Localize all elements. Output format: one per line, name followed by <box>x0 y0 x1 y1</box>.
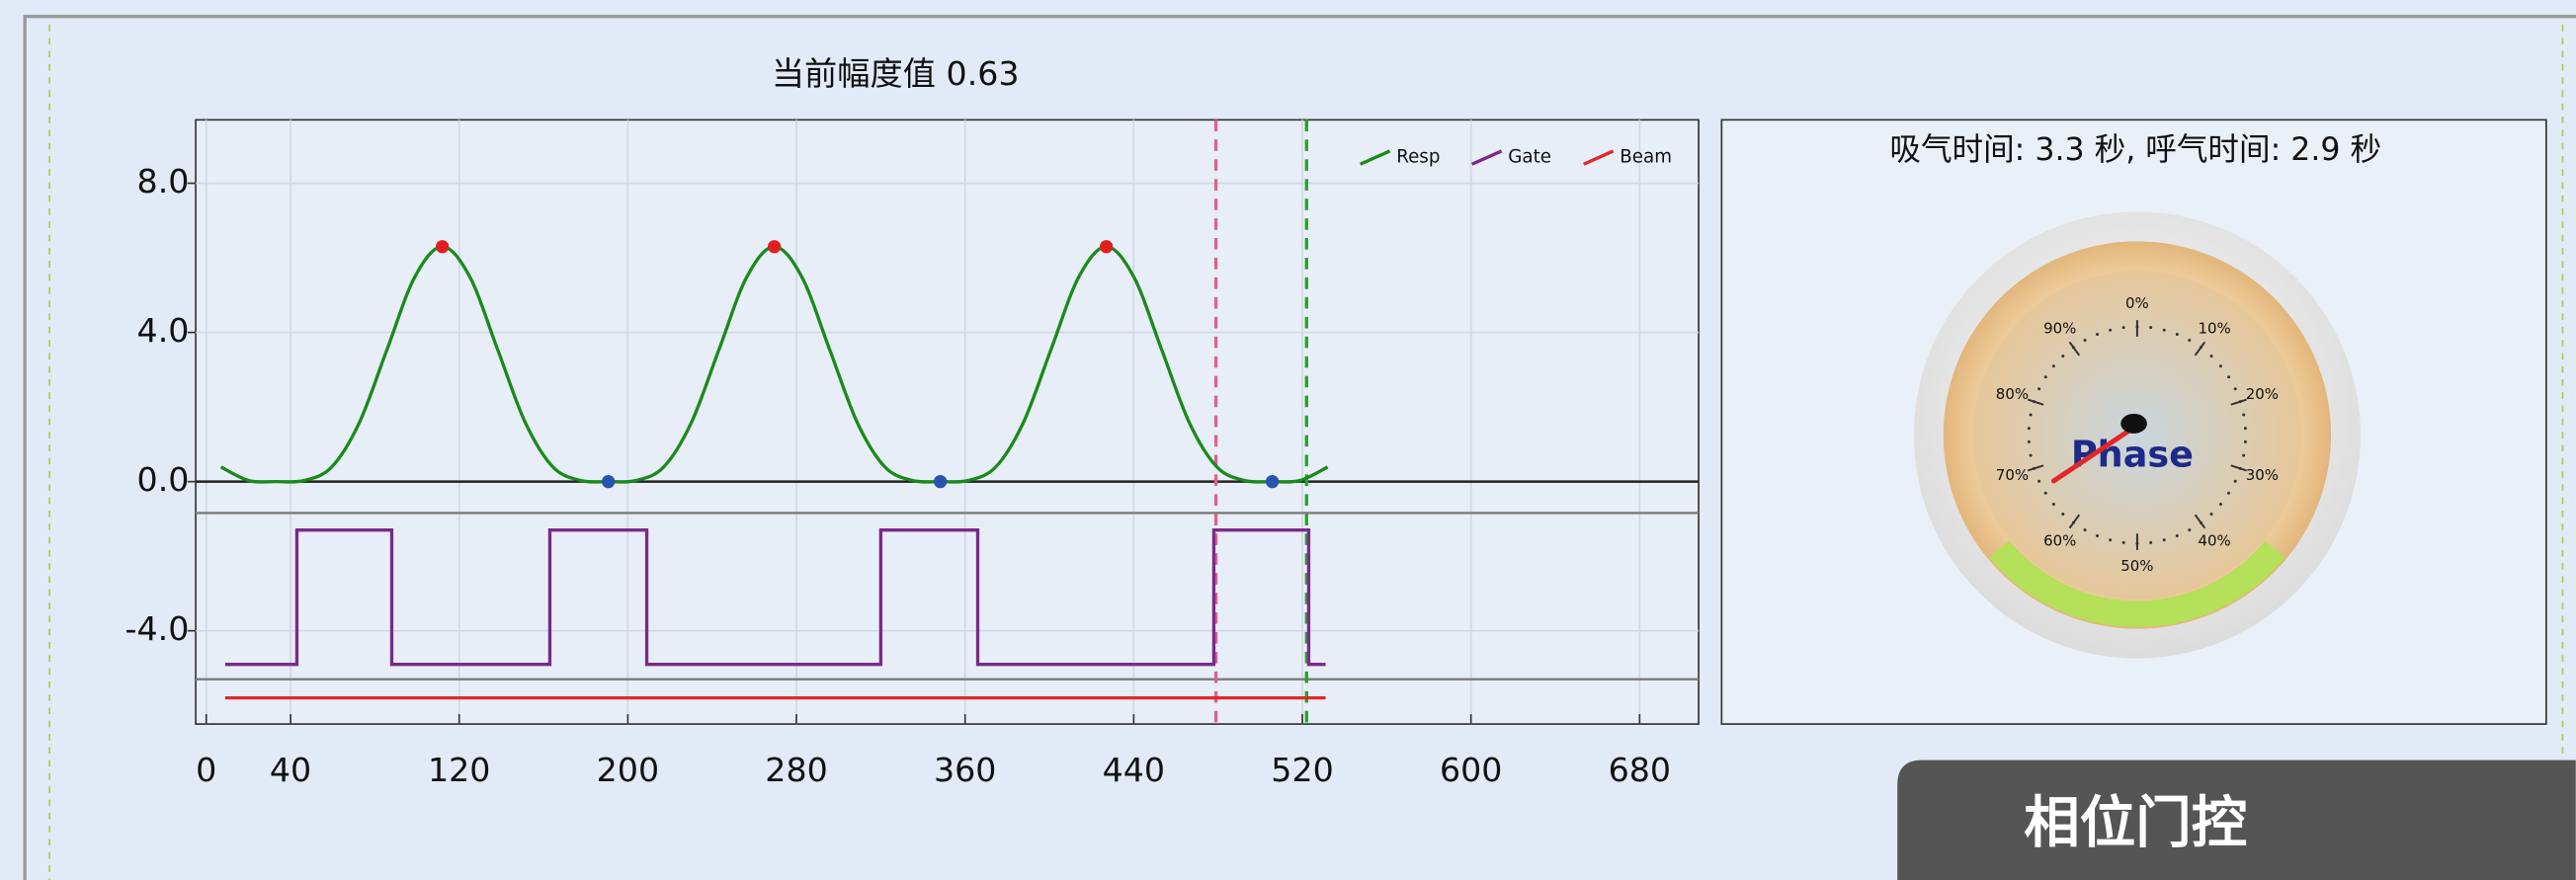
x-tick-label: 280 <box>765 751 827 789</box>
gauge-dot <box>2109 538 2112 541</box>
gauge-tick-label: 90% <box>2043 319 2076 337</box>
gauge-dot <box>2037 480 2040 483</box>
y-tick-label: 4.0 <box>137 311 190 350</box>
legend-label: Resp <box>1396 147 1440 168</box>
gauge-dot <box>2044 375 2047 378</box>
gauge-dot <box>2188 528 2191 531</box>
gauge-dot <box>2227 375 2230 378</box>
gauge-dot <box>2188 339 2191 342</box>
gauge-dot <box>2037 387 2040 390</box>
gauge-dot <box>2061 355 2064 358</box>
gauge-dot <box>2200 346 2202 349</box>
point <box>602 475 615 488</box>
gauge-dot <box>2052 364 2055 367</box>
point <box>1266 475 1279 488</box>
gauge-tick-label: 10% <box>2198 319 2230 337</box>
gauge-dot <box>2135 325 2138 328</box>
gauge-dot <box>2072 346 2075 349</box>
gauge-tick-label: 40% <box>2198 532 2230 550</box>
gauge-dot <box>2244 427 2247 430</box>
x-tick-label: 440 <box>1103 751 1165 789</box>
gauge-dot <box>2149 326 2152 329</box>
gauge-dot <box>2219 503 2222 506</box>
gauge-dot <box>2239 400 2242 403</box>
gauge-dot <box>2028 440 2031 443</box>
gauge-dot <box>2163 538 2166 541</box>
gauge-tick-label: 20% <box>2246 385 2279 403</box>
chart-title: 当前幅度值 0.63 <box>772 54 1020 93</box>
legend-label: Gate <box>1508 147 1551 168</box>
gauge-dot <box>2096 534 2099 537</box>
gauge-dot <box>2149 541 2152 544</box>
gauge-dot <box>2239 467 2242 470</box>
x-tick-label: 520 <box>1271 751 1333 789</box>
screen: 当前幅度值 0.63 0 40 120 200 280 360 440 520 600 680 8.0… <box>0 0 2576 880</box>
gauge-dot <box>2030 454 2033 457</box>
point <box>436 240 449 253</box>
x-tick-label: 600 <box>1440 751 1502 789</box>
page: 当前幅度值 0.63 0 40 120 200 280 360 440 520 600 680 8.0… <box>0 0 2576 880</box>
gauge-dot <box>2242 454 2245 457</box>
gauge-dot <box>2061 513 2064 516</box>
gauge-dot <box>2072 521 2075 524</box>
plot-area <box>196 120 1699 724</box>
button-label[interactable]: 相位门控 <box>2024 791 2247 855</box>
gauge-tick-label: 60% <box>2043 532 2076 550</box>
x-tick-label: 200 <box>597 751 659 789</box>
gauge-dot <box>2176 333 2179 336</box>
gauge-hub <box>2120 414 2147 434</box>
point <box>768 240 781 253</box>
gauge-dot <box>2135 542 2138 545</box>
x-tick-label: 40 <box>270 751 311 789</box>
gauge-dot <box>2084 528 2087 531</box>
y-tick-label: -4.0 <box>125 609 190 648</box>
gauge-dot <box>2210 513 2213 516</box>
gauge-dot <box>2033 400 2036 403</box>
gauge-dot <box>2052 503 2055 506</box>
gauge-tick-label: 80% <box>1996 385 2029 403</box>
gauge-dot <box>2044 492 2047 495</box>
y-tick-label: 8.0 <box>137 162 190 200</box>
gauge-dot <box>2122 541 2125 544</box>
gauge-dot <box>2033 467 2036 470</box>
gauge-tick-label: 50% <box>2120 557 2153 575</box>
gauge-dot <box>2122 326 2125 329</box>
x-tick-label: 0 <box>196 751 216 789</box>
gauge-dot <box>2234 387 2237 390</box>
x-tick-label: 680 <box>1609 751 1671 789</box>
gauge-dot <box>2096 333 2099 336</box>
gauge-dot <box>2176 534 2179 537</box>
gauge-dot <box>2163 329 2166 332</box>
point <box>1100 240 1113 253</box>
gauge-title: 吸气时间: 3.3 秒, 呼气时间: 2.9 秒 <box>1889 132 2381 168</box>
gauge-dot <box>2210 355 2213 358</box>
gauge-dot <box>2084 339 2087 342</box>
gauge-dot <box>2200 521 2202 524</box>
x-tick-label: 120 <box>428 751 490 789</box>
gauge-dot <box>2242 413 2245 416</box>
gauge-dot <box>2109 329 2112 332</box>
legend-label: Beam <box>1620 147 1672 168</box>
gauge-dot <box>2234 480 2237 483</box>
point <box>934 475 947 488</box>
gauge-tick-label: 30% <box>2246 466 2279 484</box>
y-tick-label: 0.0 <box>137 460 190 499</box>
gauge-dot <box>2244 440 2247 443</box>
gauge-dot <box>2219 364 2222 367</box>
x-tick-label: 360 <box>934 751 996 789</box>
gauge-dot <box>2028 427 2031 430</box>
gauge-dot <box>2030 413 2033 416</box>
gauge-dot <box>2227 492 2230 495</box>
gauge-tick-label: 70% <box>1996 466 2029 484</box>
gauge-tick-label: 0% <box>2125 294 2149 312</box>
